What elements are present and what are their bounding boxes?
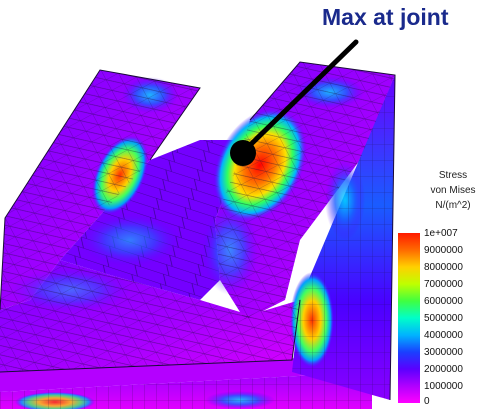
colorbar-tick-labels: 1e+007 9000000 8000000 7000000 6000000 5… [424,229,490,407]
colorbar-tick-label: 6000000 [424,296,463,307]
fe-mesh-overlay [0,62,395,372]
block-edges [0,61,396,401]
colorbar-tick-label: 1e+007 [424,228,458,239]
max-stress-marker [230,140,256,166]
colorbar-tick-label: 1000000 [424,381,463,392]
legend-title: Stress von Mises N/(m^2) [418,168,488,213]
max-at-joint-label: Max at joint [322,4,449,30]
colorbar-tick-label: 5000000 [424,313,463,324]
annotation-pointer [230,39,359,166]
stress-colorbar [398,233,420,403]
colorbar-tick-label: 8000000 [424,262,463,273]
legend-title-line-2: von Mises [430,185,476,196]
colorbar-tick-label: 0 [424,396,430,407]
colorbar-tick-label: 3000000 [424,347,463,358]
colorbar-tick-label: 7000000 [424,279,463,290]
colorbar-tick-label: 2000000 [424,364,463,375]
legend-title-line-1: Stress [438,170,468,181]
colorbar-tick-label: 4000000 [424,330,463,341]
slot-floor [60,140,260,300]
colorbar-tick-label: 9000000 [424,245,463,256]
legend-title-line-3: N/(m^2) [435,200,471,211]
